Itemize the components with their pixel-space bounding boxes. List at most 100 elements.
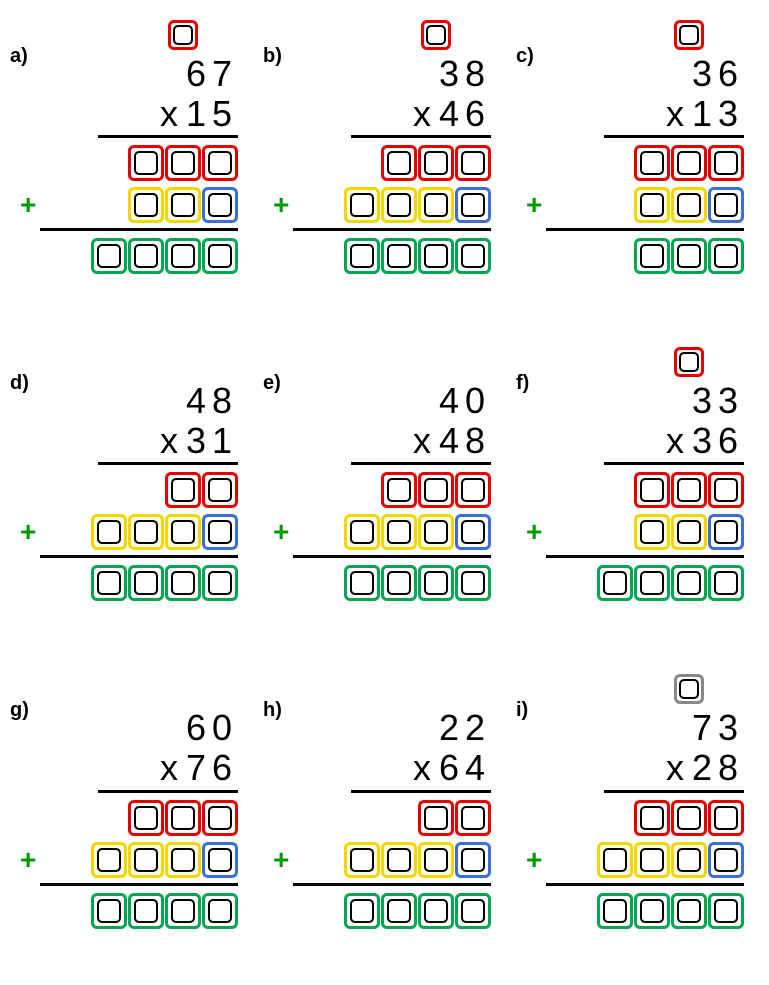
answer-box[interactable] — [165, 514, 201, 550]
answer-box[interactable] — [418, 238, 454, 274]
partial-product-row — [418, 798, 491, 838]
answer-box[interactable] — [128, 514, 164, 550]
answer-box[interactable] — [128, 842, 164, 878]
answer-box[interactable] — [381, 238, 417, 274]
answer-box[interactable] — [455, 565, 491, 601]
answer-box[interactable] — [381, 145, 417, 181]
answer-box[interactable] — [708, 565, 744, 601]
answer-box[interactable] — [202, 842, 238, 878]
answer-box[interactable] — [381, 842, 417, 878]
answer-box[interactable] — [202, 145, 238, 181]
answer-box[interactable] — [128, 565, 164, 601]
answer-box[interactable] — [708, 842, 744, 878]
answer-box[interactable] — [634, 893, 670, 929]
answer-box[interactable] — [202, 472, 238, 508]
answer-box[interactable] — [455, 842, 491, 878]
answer-box[interactable] — [418, 893, 454, 929]
answer-box[interactable] — [165, 565, 201, 601]
answer-box[interactable] — [202, 514, 238, 550]
carry-box[interactable] — [421, 20, 451, 50]
answer-box[interactable] — [455, 472, 491, 508]
answer-box[interactable] — [165, 238, 201, 274]
answer-box[interactable] — [671, 187, 707, 223]
answer-box[interactable] — [202, 893, 238, 929]
answer-box[interactable] — [671, 145, 707, 181]
answer-box[interactable] — [634, 842, 670, 878]
carry-box[interactable] — [674, 674, 704, 704]
answer-box[interactable] — [128, 187, 164, 223]
answer-box[interactable] — [344, 514, 380, 550]
answer-box[interactable] — [381, 893, 417, 929]
answer-box[interactable] — [597, 893, 633, 929]
answer-box[interactable] — [634, 238, 670, 274]
answer-box[interactable] — [91, 238, 127, 274]
partial-product-row — [381, 470, 491, 510]
answer-box[interactable] — [671, 842, 707, 878]
answer-box[interactable] — [455, 800, 491, 836]
answer-box[interactable] — [344, 842, 380, 878]
answer-box[interactable] — [634, 187, 670, 223]
answer-box[interactable] — [91, 565, 127, 601]
answer-box[interactable] — [91, 893, 127, 929]
answer-box[interactable] — [165, 893, 201, 929]
answer-box[interactable] — [344, 238, 380, 274]
answer-box[interactable] — [418, 514, 454, 550]
answer-box[interactable] — [708, 893, 744, 929]
answer-box[interactable] — [418, 842, 454, 878]
answer-box[interactable] — [344, 893, 380, 929]
answer-box[interactable] — [165, 472, 201, 508]
answer-box[interactable] — [202, 565, 238, 601]
answer-box[interactable] — [671, 514, 707, 550]
answer-box[interactable] — [165, 145, 201, 181]
answer-box[interactable] — [671, 238, 707, 274]
answer-box[interactable] — [708, 800, 744, 836]
answer-box[interactable] — [165, 187, 201, 223]
answer-box[interactable] — [128, 893, 164, 929]
answer-box[interactable] — [671, 893, 707, 929]
answer-box[interactable] — [708, 514, 744, 550]
answer-box[interactable] — [455, 238, 491, 274]
answer-box[interactable] — [418, 187, 454, 223]
answer-box[interactable] — [634, 565, 670, 601]
answer-box[interactable] — [344, 565, 380, 601]
answer-box[interactable] — [128, 238, 164, 274]
answer-box[interactable] — [202, 187, 238, 223]
answer-box[interactable] — [418, 145, 454, 181]
carry-box[interactable] — [168, 20, 198, 50]
answer-box[interactable] — [634, 800, 670, 836]
answer-box[interactable] — [344, 187, 380, 223]
answer-box[interactable] — [671, 472, 707, 508]
answer-box[interactable] — [381, 187, 417, 223]
answer-box[interactable] — [202, 800, 238, 836]
answer-box[interactable] — [381, 472, 417, 508]
answer-box[interactable] — [708, 472, 744, 508]
answer-box[interactable] — [202, 238, 238, 274]
answer-box[interactable] — [165, 842, 201, 878]
answer-box[interactable] — [418, 472, 454, 508]
carry-box[interactable] — [674, 20, 704, 50]
answer-box[interactable] — [708, 145, 744, 181]
answer-box[interactable] — [165, 800, 201, 836]
answer-box[interactable] — [91, 514, 127, 550]
answer-box[interactable] — [381, 514, 417, 550]
answer-box[interactable] — [455, 514, 491, 550]
carry-box[interactable] — [674, 347, 704, 377]
answer-box[interactable] — [634, 145, 670, 181]
answer-box[interactable] — [455, 893, 491, 929]
answer-box[interactable] — [128, 145, 164, 181]
answer-box[interactable] — [418, 565, 454, 601]
answer-box[interactable] — [381, 565, 417, 601]
answer-box[interactable] — [597, 842, 633, 878]
answer-box[interactable] — [455, 145, 491, 181]
answer-box[interactable] — [418, 800, 454, 836]
answer-box[interactable] — [671, 565, 707, 601]
answer-box[interactable] — [634, 472, 670, 508]
answer-box[interactable] — [634, 514, 670, 550]
answer-box[interactable] — [708, 187, 744, 223]
answer-box[interactable] — [128, 800, 164, 836]
answer-box[interactable] — [91, 842, 127, 878]
answer-box[interactable] — [708, 238, 744, 274]
answer-box[interactable] — [671, 800, 707, 836]
answer-box[interactable] — [455, 187, 491, 223]
answer-box[interactable] — [597, 565, 633, 601]
